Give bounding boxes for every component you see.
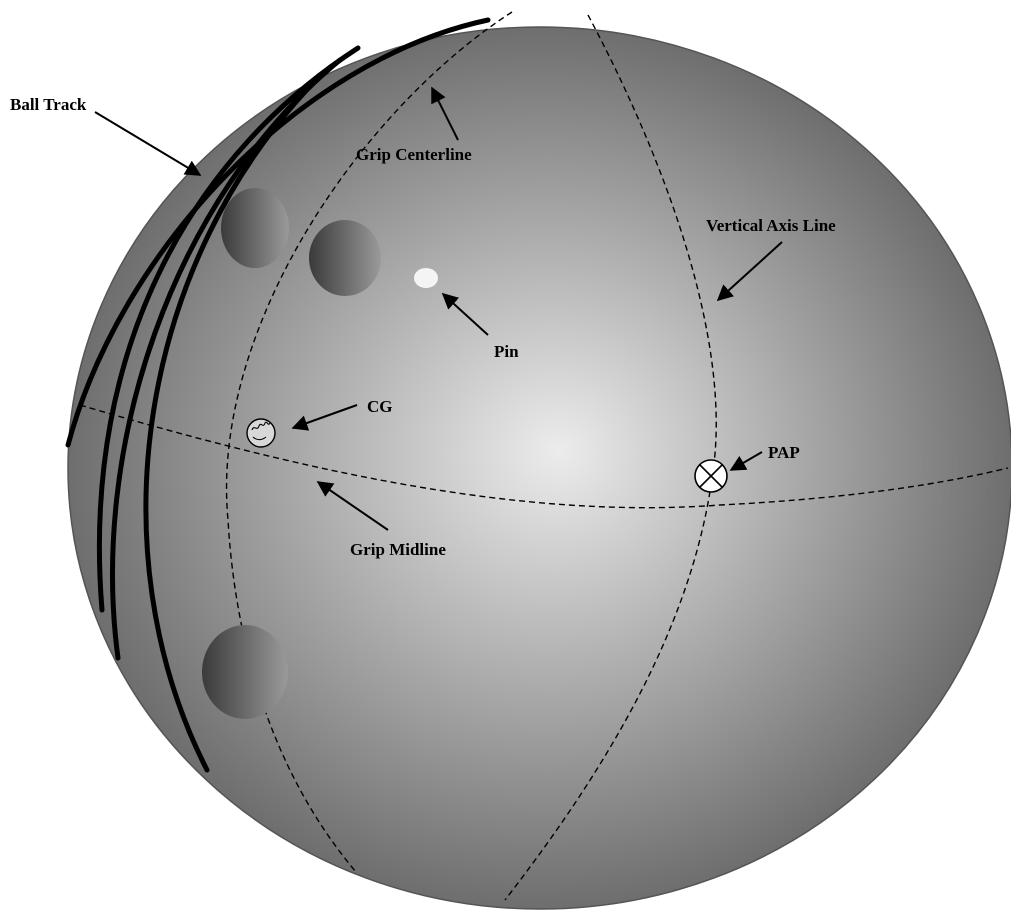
grip-centerline-label: Grip Centerline <box>356 145 472 164</box>
grip-midline-label: Grip Midline <box>350 540 446 559</box>
ball-track-lines <box>65 17 491 773</box>
thumb-hole <box>202 625 288 719</box>
pin-arrow <box>441 292 489 336</box>
cg-arrow <box>291 404 358 431</box>
pin-label: Pin <box>494 342 519 361</box>
pap-arrow <box>729 451 763 471</box>
ball-track-label: Ball Track <box>10 95 87 114</box>
cg-label: CG <box>367 397 393 416</box>
vertical-axis-line-label: Vertical Axis Line <box>706 216 836 235</box>
finger-hole-right <box>309 220 381 296</box>
pap-symbol <box>694 459 728 493</box>
grip-midline <box>79 404 1009 509</box>
ball-track-line-1 <box>65 17 491 448</box>
bowling-ball <box>67 26 1011 910</box>
grip-midline-arrow <box>316 481 389 531</box>
ball-track-line-2 <box>96 45 361 613</box>
vertical-axis-line <box>504 14 717 901</box>
ball-track-line-4 <box>143 75 321 773</box>
pap-label: PAP <box>768 443 800 462</box>
grip-centerline-arrow <box>431 86 459 141</box>
ball-track-arrow <box>94 111 202 176</box>
pin-marker <box>414 268 438 288</box>
vertical-axis-arrow <box>716 241 783 302</box>
finger-hole-left <box>221 188 289 268</box>
cg-symbol <box>246 418 276 448</box>
grip-centerline <box>225 11 513 873</box>
